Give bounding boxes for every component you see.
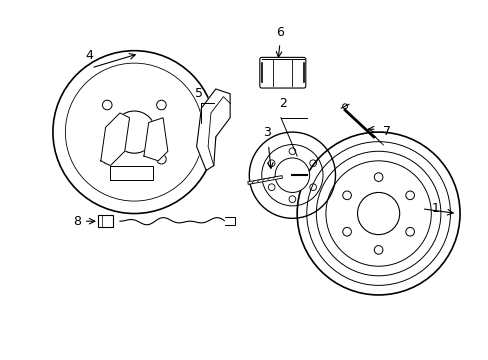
Polygon shape <box>143 118 167 161</box>
Polygon shape <box>225 217 234 225</box>
Polygon shape <box>110 166 153 180</box>
Circle shape <box>275 158 309 193</box>
Text: 8: 8 <box>73 215 81 228</box>
FancyBboxPatch shape <box>259 57 305 88</box>
Text: 5: 5 <box>195 87 203 100</box>
FancyBboxPatch shape <box>98 215 113 227</box>
Text: 1: 1 <box>430 202 438 215</box>
Polygon shape <box>196 89 230 170</box>
Polygon shape <box>101 113 129 166</box>
Text: 7: 7 <box>383 125 390 138</box>
Text: 4: 4 <box>85 49 93 62</box>
Text: 2: 2 <box>278 97 286 110</box>
Text: 3: 3 <box>262 126 270 139</box>
Text: 6: 6 <box>275 26 284 39</box>
